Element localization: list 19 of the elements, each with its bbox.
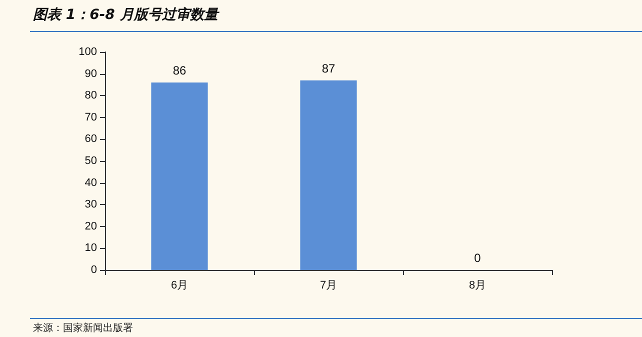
y-tick-label: 0 <box>90 264 97 276</box>
y-tick-label: 50 <box>84 155 97 167</box>
y-tick-label: 20 <box>84 220 97 232</box>
y-tick-label: 90 <box>84 68 97 80</box>
source-note: 来源：国家新闻出版署 <box>33 322 133 335</box>
data-label: 87 <box>322 61 336 76</box>
y-tick-label: 40 <box>84 176 97 189</box>
chart-title: 图表 1：6-8 月版号过审数量 <box>33 6 218 24</box>
y-tick-label: 70 <box>84 111 97 124</box>
y-tick-label: 30 <box>84 198 97 211</box>
y-tick-label: 60 <box>84 133 97 146</box>
y-tick-label: 80 <box>84 90 97 102</box>
y-tick-label: 10 <box>84 242 97 254</box>
x-tick-label: 8月 <box>468 280 486 292</box>
x-tick-label: 6月 <box>170 280 188 292</box>
data-label: 0 <box>474 251 482 265</box>
y-tick-label: 100 <box>78 46 97 58</box>
x-tick-label: 7月 <box>320 280 338 292</box>
data-label: 86 <box>172 64 186 78</box>
